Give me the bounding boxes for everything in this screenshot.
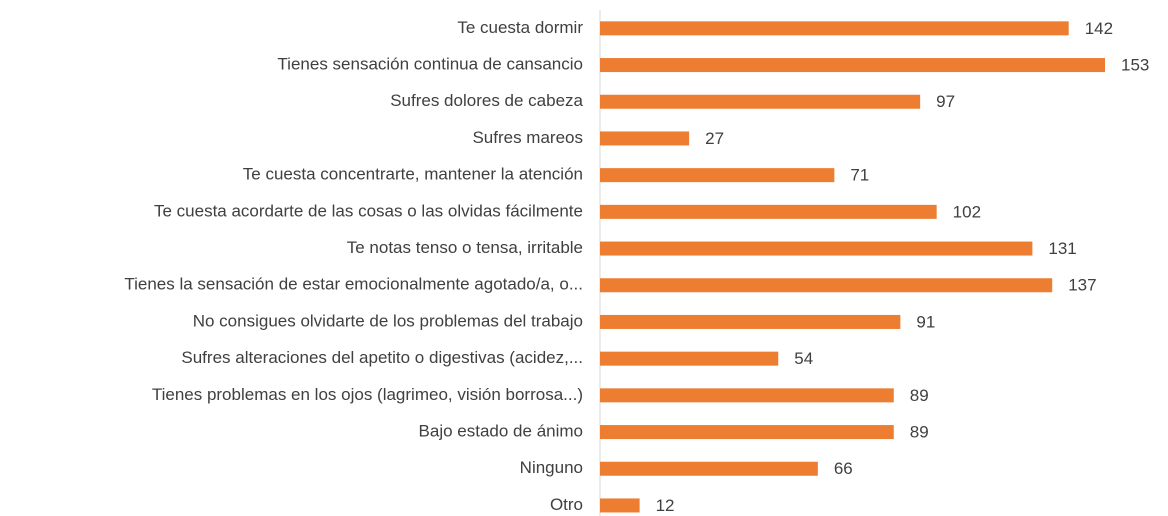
category-label: Te notas tenso o tensa, irritable <box>347 238 583 257</box>
value-label: 153 <box>1121 56 1149 75</box>
bar <box>600 58 1105 73</box>
value-label: 142 <box>1085 19 1113 38</box>
category-label: Te cuesta concentrarte, mantener la aten… <box>243 165 583 184</box>
bar <box>600 241 1033 256</box>
category-label: Tienes problemas en los ojos (lagrimeo, … <box>152 385 583 404</box>
bar <box>600 278 1053 293</box>
bar <box>600 168 835 183</box>
category-label: Sufres mareos <box>472 128 583 147</box>
category-label: Te cuesta dormir <box>457 18 583 37</box>
bar <box>600 94 921 109</box>
value-label: 97 <box>936 92 955 111</box>
bar <box>600 351 779 366</box>
value-label: 137 <box>1068 276 1096 295</box>
value-label: 12 <box>656 496 675 515</box>
value-label: 66 <box>834 459 853 478</box>
value-label: 27 <box>705 129 724 148</box>
category-label: Sufres dolores de cabeza <box>390 91 583 110</box>
bar <box>600 204 937 219</box>
category-label: Sufres alteraciones del apetito o digest… <box>181 348 583 367</box>
value-label: 89 <box>910 423 929 442</box>
bar <box>600 314 901 329</box>
bar <box>600 498 640 513</box>
bar <box>600 21 1069 36</box>
bar <box>600 461 818 476</box>
value-label: 54 <box>794 349 813 368</box>
value-label: 89 <box>910 386 929 405</box>
value-label: 102 <box>953 202 981 221</box>
category-label: Te cuesta acordarte de las cosas o las o… <box>154 201 583 220</box>
category-label: Ninguno <box>520 458 583 477</box>
bar <box>600 388 894 403</box>
value-label: 131 <box>1048 239 1076 258</box>
category-label: Tienes sensación continua de cansancio <box>277 55 583 74</box>
bar <box>600 131 690 146</box>
value-label: 71 <box>850 166 869 185</box>
category-label: Tienes la sensación de estar emocionalme… <box>124 275 583 294</box>
category-label: No consigues olvidarte de los problemas … <box>193 311 583 330</box>
category-label: Bajo estado de ánimo <box>419 422 583 441</box>
bar <box>600 425 894 440</box>
category-label: Otro <box>550 495 583 514</box>
value-label: 91 <box>916 312 935 331</box>
